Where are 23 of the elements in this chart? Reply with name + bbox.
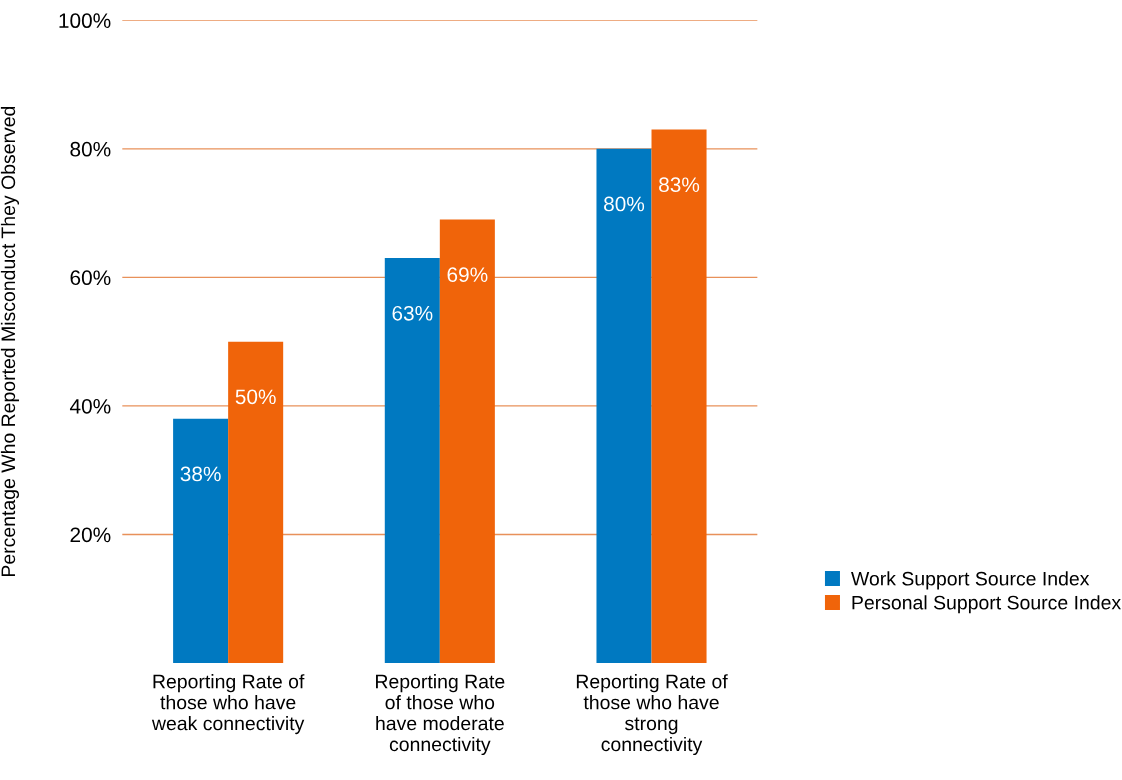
x-tick-label: Reporting Rate of those who have moderate connectivity xyxy=(376,674,505,756)
y-axis-title: Percentage Who Reported Misconduct They Observed xyxy=(0,106,20,577)
data-label: 50% xyxy=(235,389,276,405)
data-label: 69% xyxy=(447,267,488,283)
legend-label: Personal Support Source Index xyxy=(852,595,1121,614)
data-label: 63% xyxy=(392,305,433,321)
y-tick-label: 20% xyxy=(70,527,111,543)
data-label: 83% xyxy=(659,177,700,193)
bar xyxy=(228,341,284,663)
y-tick-label: 40% xyxy=(69,398,111,414)
bar xyxy=(384,258,440,663)
bar xyxy=(596,148,652,663)
legend-label: Work Support Source Index xyxy=(851,571,1090,590)
bar xyxy=(651,129,707,663)
x-tick-label: Reporting Rate of those who have weak connectivity xyxy=(151,674,305,735)
x-tick-label: Reporting Rate of those who have strong connectivity xyxy=(576,674,728,756)
y-tick-label: 80% xyxy=(70,141,111,157)
data-label: 80% xyxy=(604,196,645,212)
bar xyxy=(439,219,495,663)
data-label: 38% xyxy=(180,466,221,482)
y-tick-label: 100% xyxy=(59,13,111,29)
y-tick-label: 60% xyxy=(70,270,111,286)
bar xyxy=(173,418,229,663)
